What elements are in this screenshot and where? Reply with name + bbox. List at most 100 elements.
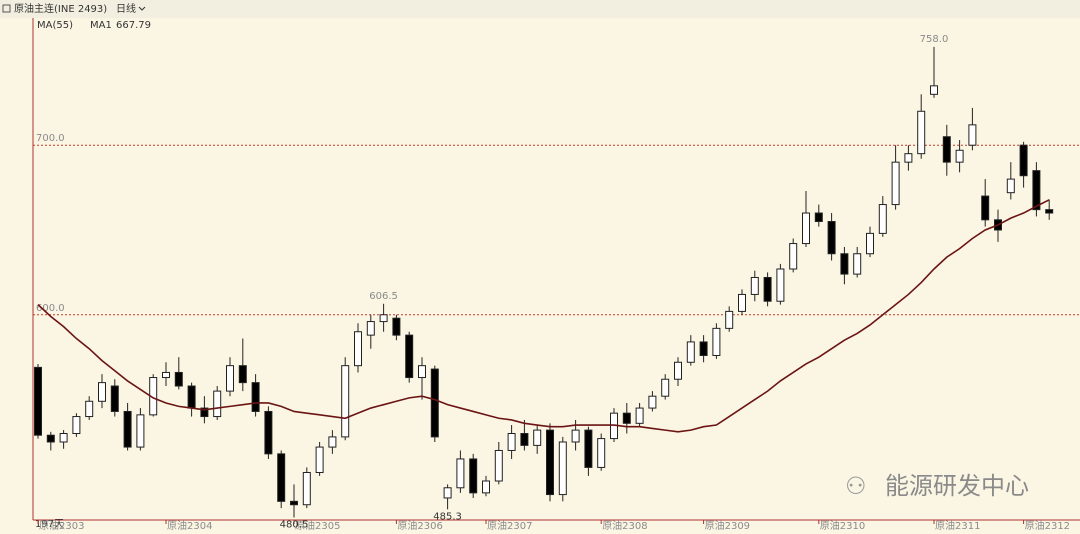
candle-body [494,449,503,482]
candle-body [469,458,478,494]
y-tick-label: 700.0 [36,133,65,144]
x-tick-label: 原油2312 [1025,519,1070,532]
candle-body [174,371,183,387]
y-tick-label: 600.0 [36,303,65,314]
candle-body [264,410,273,455]
candle-body [302,472,311,506]
indicator-label: MA(55) [37,20,73,31]
candle-body [34,366,42,436]
candle-body [443,487,452,499]
candle-body [1019,144,1028,177]
period-selector[interactable]: 日线 [116,2,136,15]
candle-body [776,268,785,302]
candle-body [341,365,350,438]
legend-value: 667.79 [116,20,151,31]
extreme-label: 480.5 [280,519,309,530]
candle-body [891,161,900,206]
candle-body [712,327,721,356]
candle-body [622,412,631,424]
candle-body [482,480,490,494]
candle-body [456,458,465,489]
x-tick-label: 原油2307 [487,519,532,532]
candle-body [853,253,862,275]
candle-body [635,407,644,424]
candle-body [802,212,810,245]
candle-body [507,433,516,451]
candle-body [942,136,951,163]
day-count: 197天 [35,519,64,530]
x-tick-label: 原油2305 [295,519,340,532]
candle-body [546,429,554,496]
candle-body [686,341,695,363]
candle-body [558,441,567,496]
candle-body [866,232,874,255]
x-tick-label: 原油2310 [820,519,865,532]
x-tick-label: 原油2306 [397,519,442,532]
ma-line [37,199,1050,433]
watermark: 能源研发中心 [885,472,1029,500]
candle-body [136,414,145,448]
candle-body [955,149,964,163]
legend-name: MA1 [90,20,112,31]
candle-body [750,276,759,295]
candle-body [392,317,401,336]
candle-body [904,153,913,163]
candle-body [59,433,68,443]
candle-body [46,434,55,443]
candle-body [520,433,529,446]
candle-body [187,385,196,409]
candle-body [533,429,542,446]
extreme-label: 606.5 [369,291,398,302]
header-icon [2,4,11,13]
header-bar [0,0,1080,18]
candle-body [200,407,209,418]
watermark-icon: ⚇ [845,472,867,500]
candle-body [430,368,439,438]
candle-body [123,410,132,448]
candle-body [917,110,926,155]
candle-body [290,500,298,506]
candle-body [661,378,670,397]
candle-body [405,334,414,379]
candle-body [315,446,324,474]
candle-body [968,124,977,146]
chart-title: 原油主连(INE 2493) [14,2,107,15]
candle-body [1032,170,1041,211]
candle-body [85,400,94,418]
candle-body [251,382,260,412]
candle-body [226,365,234,392]
candle-body [814,212,823,223]
candle-body [354,331,362,367]
candle-body [238,365,247,384]
extreme-label: 485.3 [433,511,462,522]
dropdown-arrow [138,6,146,11]
candle-body [648,395,657,409]
candle-body [110,385,119,412]
candle-body [674,361,682,380]
candle-body [699,341,708,356]
candle-body [162,371,170,379]
candle-body [1045,209,1054,214]
candle-body [597,438,606,468]
candle-body [328,436,337,448]
candle-body [418,365,426,379]
candle-body [840,253,849,275]
candle-body [981,195,990,221]
candle-body [930,85,938,95]
candle-body [379,314,388,323]
candle-body [725,310,734,329]
x-tick-label: 原油2311 [935,519,980,532]
candle-body [72,416,81,435]
candle-body [213,390,222,418]
extreme-label: 758.0 [920,34,949,45]
candle-body [277,453,286,502]
x-tick-label: 原油2304 [167,519,212,532]
candle-body [366,321,375,336]
candle-body [789,243,798,270]
candle-body [763,276,772,302]
candle-body [738,293,746,312]
x-tick-label: 原油2309 [705,519,750,532]
x-tick-label: 原油2308 [602,519,647,532]
